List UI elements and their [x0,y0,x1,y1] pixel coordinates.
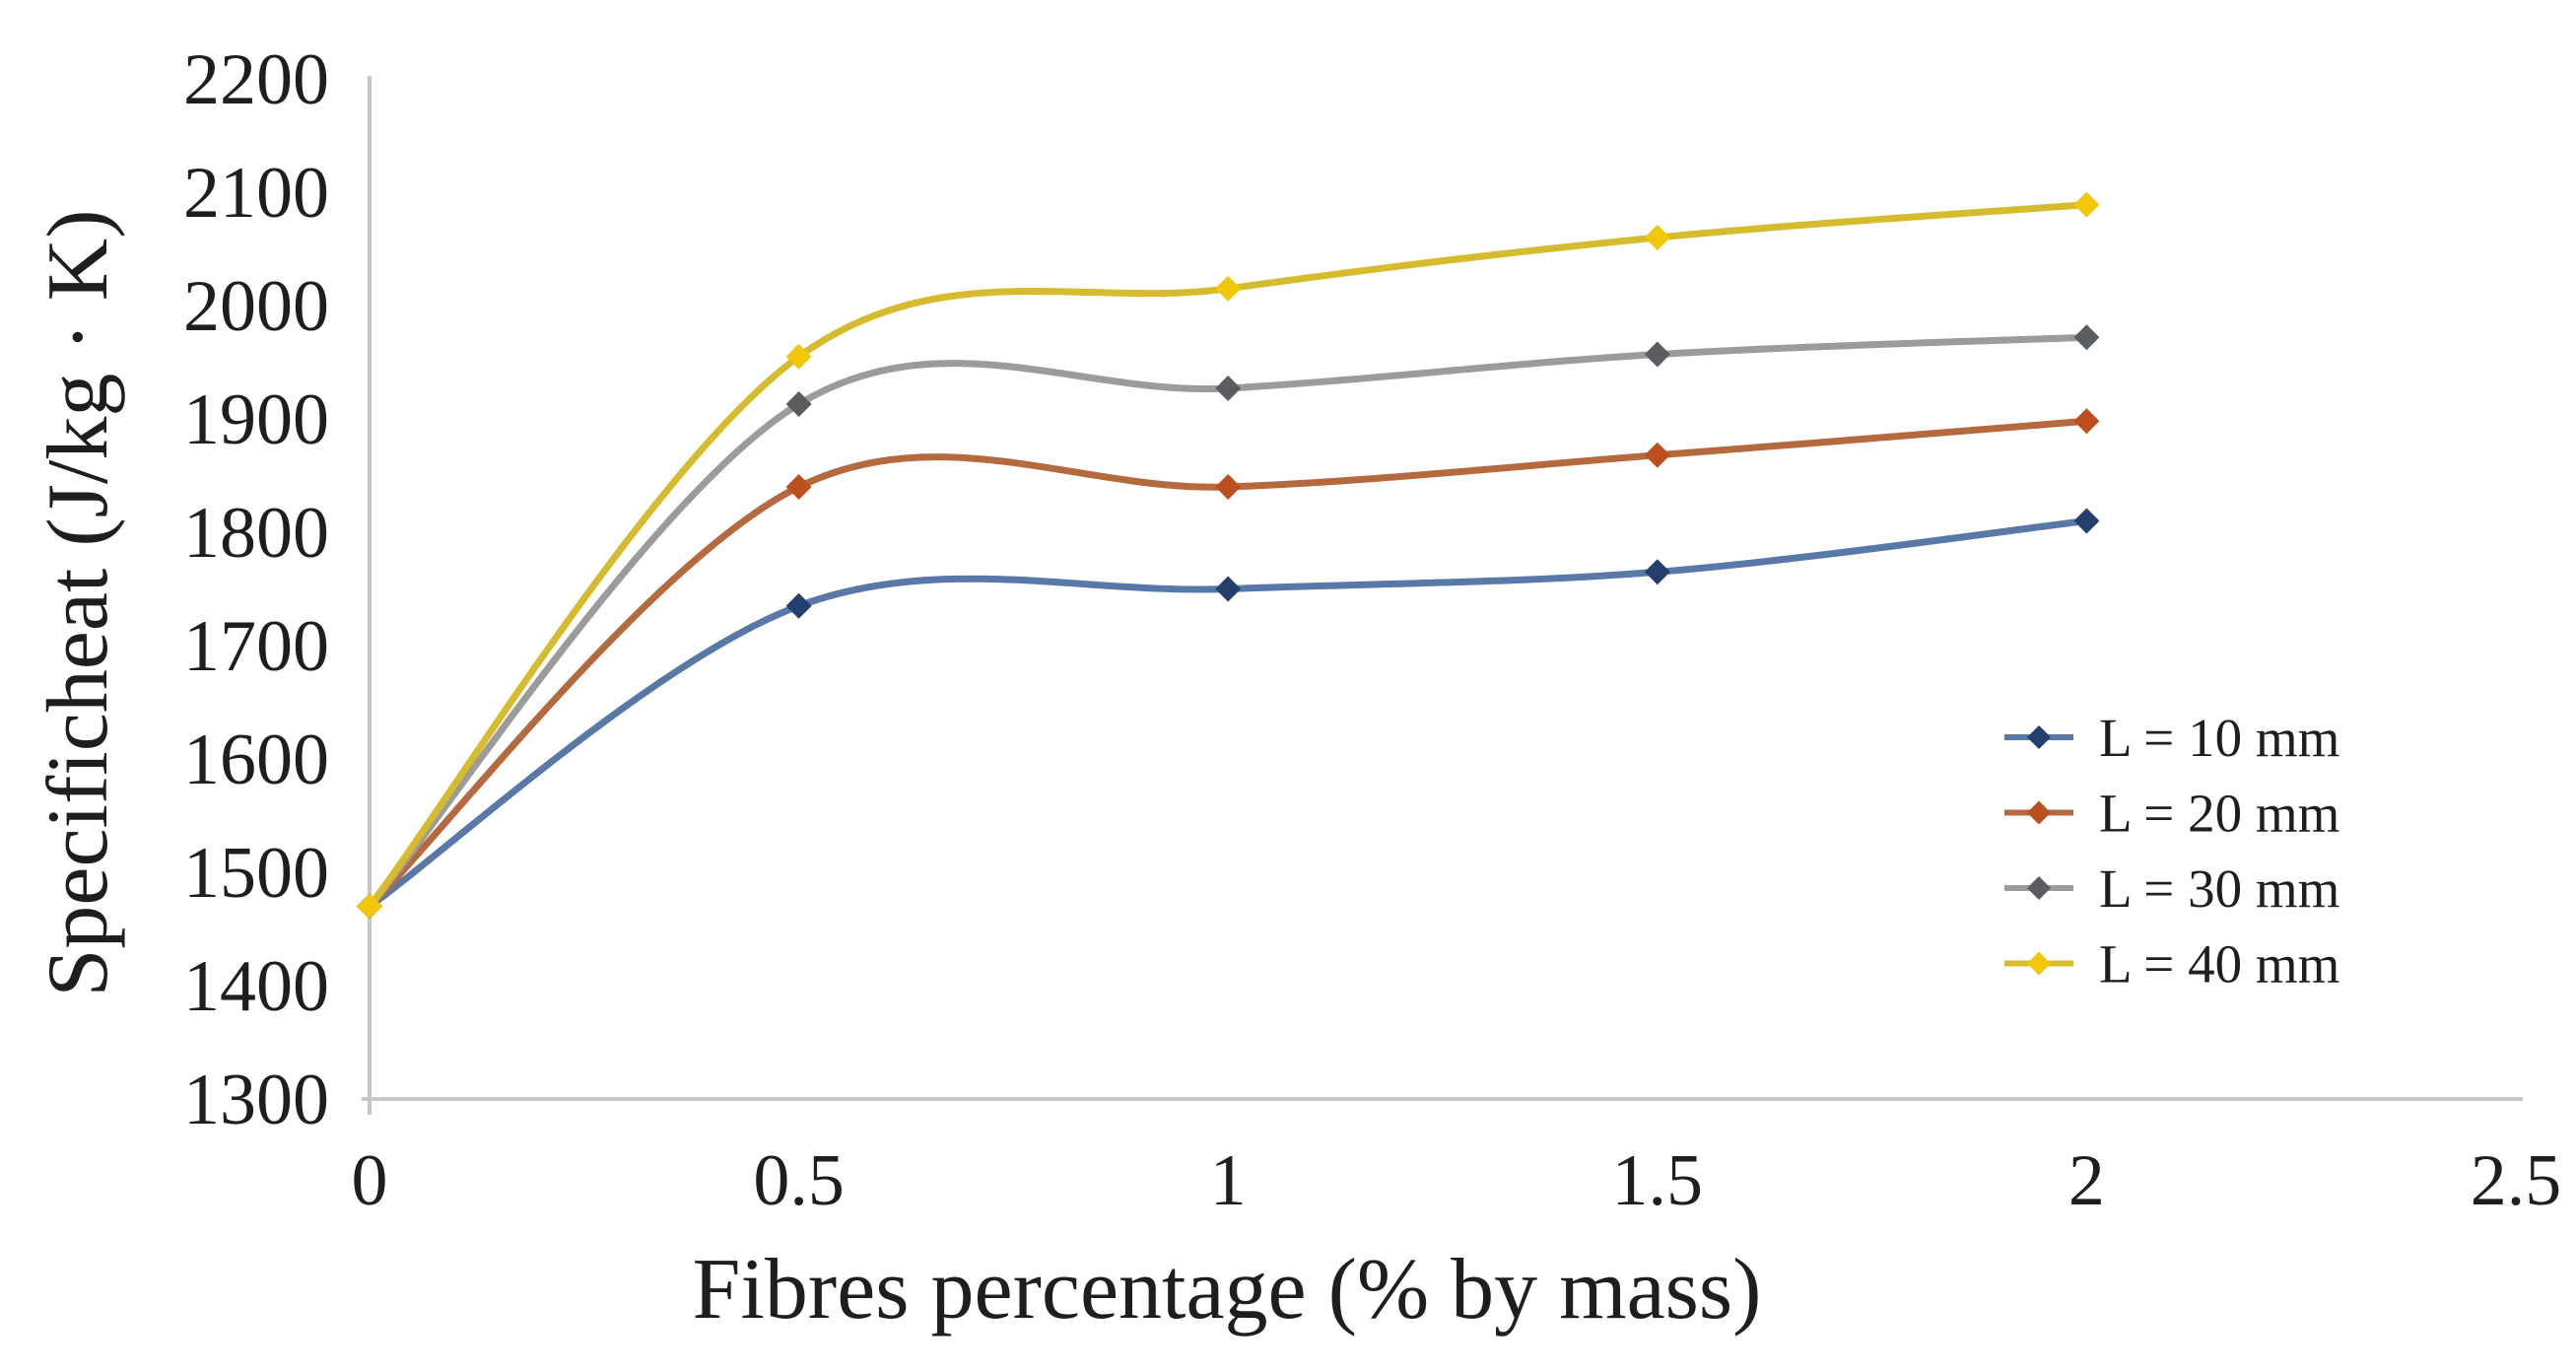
series-marker-l-40-mm [357,893,382,920]
series-marker-l-40-mm [1215,275,1242,302]
series-l-10-mm [357,508,2100,920]
series-marker-l-40-mm [2073,191,2100,218]
series-marker-l-30-mm [1644,341,1670,368]
axes [362,76,2523,1115]
series-line-l-20-mm [366,417,2090,910]
legend-label: L = 20 mm [2099,784,2339,844]
y-tick-label: 1500 [183,833,329,914]
y-tick-label: 1300 [183,1060,329,1140]
series-marker-l-20-mm [2073,408,2100,435]
legend-item-l-10-mm: L = 10 mm [2004,708,2339,768]
legend: L = 10 mm L = 20 mm L = 30 mm L = 40 mm [2004,708,2339,995]
legend-marker-icon [2027,876,2051,900]
y-tick-label: 1400 [183,946,329,1027]
x-tick-label: 1.5 [1612,1140,1704,1221]
legend-item-l-20-mm: L = 20 mm [2004,784,2339,844]
series-line-l-10-mm [366,517,2090,910]
series-marker-l-30-mm [1215,375,1242,401]
legend-label: L = 40 mm [2099,934,2339,995]
series-marker-l-20-mm [1644,442,1670,468]
y-tick-label: 2000 [183,266,329,347]
x-axis-ticks: 0 0.5 1 1.5 2 2.5 [352,1140,2562,1221]
x-tick-label: 0.5 [753,1140,845,1221]
y-axis-title: Specificheat (J/kg · K) [31,209,126,996]
series-marker-l-10-mm [1644,559,1670,585]
x-tick-label: 2 [2068,1140,2105,1221]
data-series [357,191,2100,920]
legend-marker-icon [2027,725,2051,749]
series-l-40-mm [357,191,2100,920]
series-marker-l-40-mm [785,343,812,370]
series-marker-l-30-mm [785,391,812,418]
legend-label: L = 10 mm [2099,708,2339,768]
y-tick-label: 2100 [183,153,329,234]
y-tick-label: 2200 [183,39,329,120]
series-marker-l-10-mm [2073,508,2100,534]
legend-item-l-30-mm: L = 30 mm [2004,858,2339,919]
x-tick-label: 1 [1210,1140,1247,1221]
y-tick-label: 1600 [183,720,329,800]
legend-label: L = 30 mm [2099,858,2339,919]
x-axis-title: Fibres percentage (% by mass) [693,1242,1762,1338]
series-line-l-30-mm [366,333,2090,910]
series-marker-l-20-mm [785,474,812,500]
series-marker-l-30-mm [2073,324,2100,351]
y-axis-ticks: 2200 2100 2000 1900 1800 1700 1600 1500 1400 1300 [183,39,329,1140]
series-marker-l-40-mm [1644,225,1670,250]
series-marker-l-10-mm [1215,576,1242,602]
series-l-20-mm [357,408,2100,920]
y-tick-label: 1800 [183,493,329,574]
series-marker-l-20-mm [1215,474,1242,500]
y-tick-label: 1900 [183,379,329,460]
legend-marker-icon [2027,951,2051,976]
series-marker-l-10-mm [785,592,812,619]
y-tick-label: 1700 [183,606,329,687]
series-line-l-40-mm [366,201,2090,910]
legend-marker-icon [2027,800,2051,825]
x-tick-label: 2.5 [2471,1140,2562,1221]
x-tick-label: 0 [352,1140,388,1221]
series-l-30-mm [357,324,2100,920]
legend-item-l-40-mm: L = 40 mm [2004,934,2339,995]
